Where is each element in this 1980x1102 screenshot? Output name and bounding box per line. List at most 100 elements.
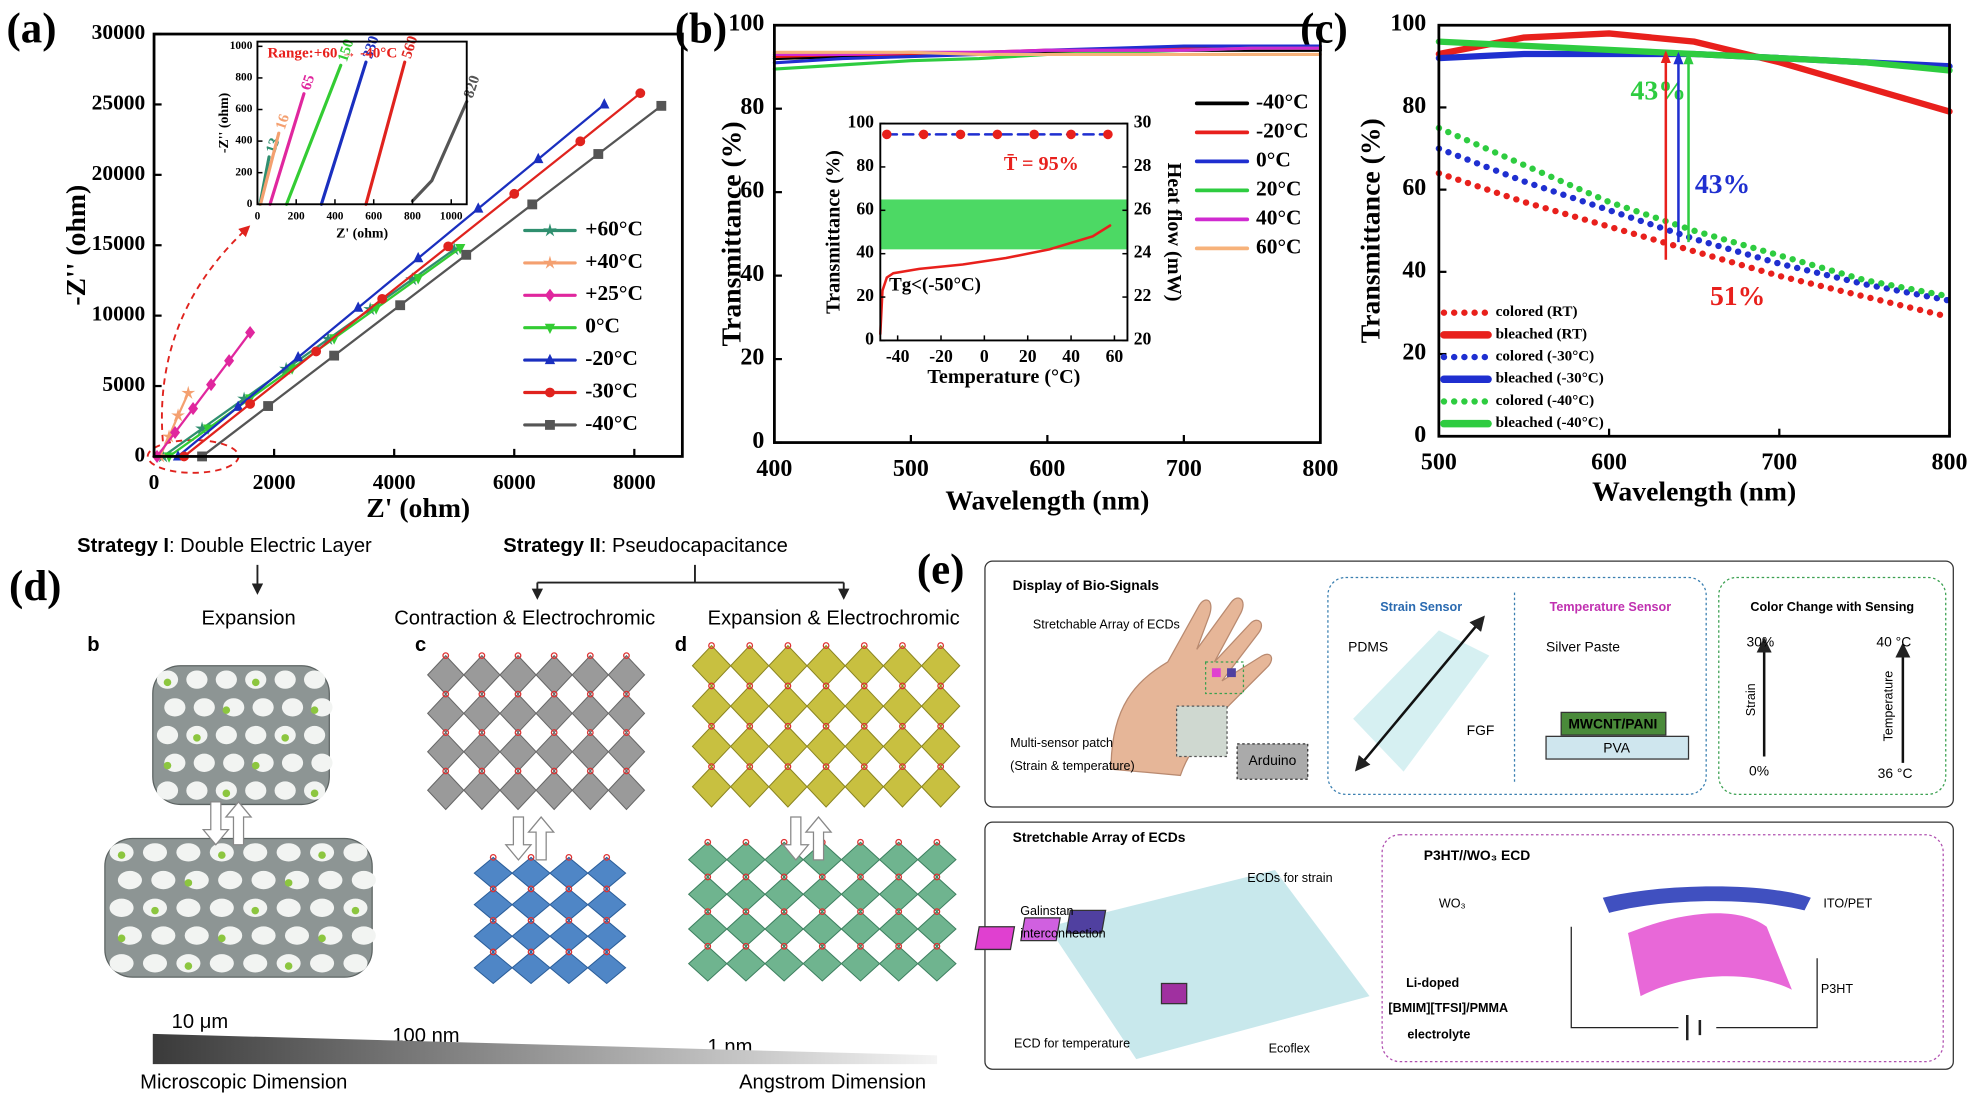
label: 36 °C xyxy=(1878,765,1913,781)
octahedron xyxy=(878,945,919,982)
ion xyxy=(117,851,126,859)
atom xyxy=(514,729,522,736)
pore xyxy=(117,870,142,890)
y-tick-label: 40 xyxy=(856,242,874,262)
y-tick-label: 0 xyxy=(1414,422,1426,448)
label: Li-doped xyxy=(1406,976,1459,990)
panel-label: (d) xyxy=(9,563,61,610)
atom xyxy=(565,853,573,861)
x-tick-label: 200 xyxy=(288,210,305,222)
x-tick-label: 800 xyxy=(404,210,421,222)
label: Ecoflex xyxy=(1269,1041,1311,1055)
y-tick-label: 80 xyxy=(1402,93,1426,119)
octahedron xyxy=(607,770,646,811)
sublabel: c xyxy=(415,634,426,656)
pore xyxy=(310,898,335,917)
data-point xyxy=(992,129,1003,140)
y-axis-label: Transmittance (%) xyxy=(823,150,845,314)
y-tick-label: 400 xyxy=(235,135,252,147)
atom xyxy=(818,942,826,950)
ion xyxy=(218,934,226,943)
color-box xyxy=(1718,576,1947,795)
atom xyxy=(780,942,788,950)
octahedron xyxy=(473,856,513,890)
octahedron xyxy=(882,644,923,687)
y2-tick-label: 28 xyxy=(1134,155,1152,175)
y2-tick-label: 24 xyxy=(1134,242,1152,262)
atom xyxy=(742,873,750,881)
pore xyxy=(218,870,243,890)
pore xyxy=(304,670,326,689)
series-line xyxy=(258,131,281,206)
octahedron xyxy=(571,770,610,811)
octahedron xyxy=(917,945,957,982)
pore xyxy=(343,954,368,973)
x-tick-label: 20 xyxy=(1019,346,1037,366)
legend-marker xyxy=(545,387,555,398)
octahedron xyxy=(499,654,537,695)
octahedron xyxy=(768,644,808,687)
atom xyxy=(550,729,558,736)
ion xyxy=(251,678,260,687)
legend-marker xyxy=(544,323,556,334)
label: interconnection xyxy=(1020,927,1105,941)
strategy-label: Strategy II: Pseudocapacitance xyxy=(503,536,788,558)
pore xyxy=(311,753,333,772)
data-point xyxy=(533,152,544,164)
octahedron xyxy=(726,945,766,982)
label: MWCNT/PANI xyxy=(1568,716,1657,732)
octahedron xyxy=(473,919,513,953)
scale-label: 10 μm xyxy=(172,1011,228,1033)
octahedron xyxy=(586,919,627,953)
transition-arrow xyxy=(504,816,556,861)
series-line xyxy=(1435,145,1953,304)
data-point xyxy=(263,401,274,411)
pore xyxy=(276,898,301,917)
legend-label: -20°C xyxy=(1256,118,1309,142)
ion xyxy=(284,879,293,887)
legend-label: bleached (-30°C) xyxy=(1496,371,1604,387)
legend-label: colored (RT) xyxy=(1496,304,1578,320)
atom xyxy=(780,908,788,916)
octahedron xyxy=(691,644,732,687)
data-point xyxy=(455,244,466,255)
pore xyxy=(193,698,215,717)
ecoflex xyxy=(1048,870,1370,1060)
box-title: Color Change with Sensing xyxy=(1750,600,1914,614)
pore xyxy=(351,926,376,945)
atom xyxy=(708,722,715,730)
series-line xyxy=(155,331,252,458)
label: Stretchable Array of ECDs xyxy=(1033,618,1180,632)
y-axis-label: -Z'' (ohm) xyxy=(216,93,232,153)
x-tick-label: 500 xyxy=(893,456,929,482)
label: (Strain & temperature) xyxy=(1010,759,1135,773)
pore xyxy=(156,725,179,745)
atom xyxy=(550,767,558,775)
legend-label: colored (-30°C) xyxy=(1496,349,1595,365)
legend-label: -30°C xyxy=(585,378,638,402)
plot-frame xyxy=(879,122,1129,342)
x-tick-label: 600 xyxy=(1591,450,1627,476)
atom xyxy=(514,652,522,660)
octahedron xyxy=(535,693,573,734)
pore xyxy=(351,870,376,890)
octahedron xyxy=(726,841,766,878)
atom xyxy=(818,908,826,916)
y-tick-label: 0 xyxy=(247,198,253,210)
x-tick-label: 500 xyxy=(1421,450,1457,476)
x-tick-label: -20 xyxy=(929,346,953,366)
y-tick-label: 0 xyxy=(752,428,764,454)
legend-label: -40°C xyxy=(1256,89,1309,113)
legend-marker xyxy=(543,223,557,237)
data-point xyxy=(206,378,217,392)
pore xyxy=(186,781,208,800)
legend-label: -40°C xyxy=(585,411,638,435)
series-line xyxy=(268,92,306,206)
atom xyxy=(489,917,497,924)
data-point xyxy=(1066,129,1076,140)
x-tick-label: 700 xyxy=(1166,456,1202,482)
atom xyxy=(478,690,486,698)
transition-arrow xyxy=(201,800,253,846)
octahedron xyxy=(473,951,513,985)
ion xyxy=(310,706,319,714)
